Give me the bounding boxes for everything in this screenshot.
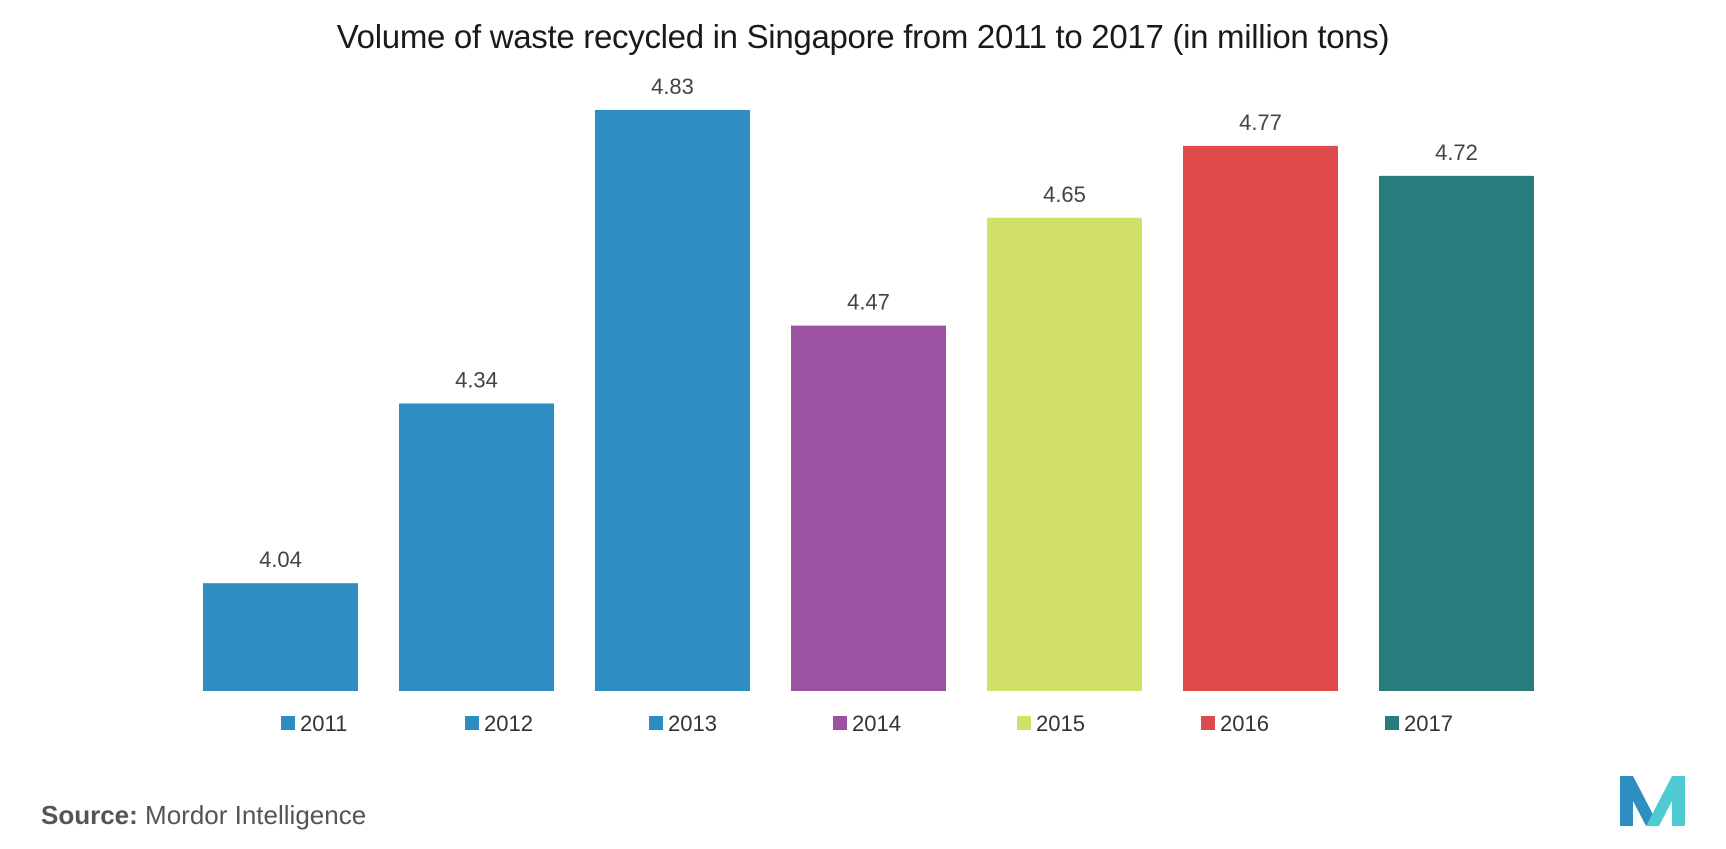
source-text: Mordor Intelligence [145,800,367,830]
data-label-2014: 4.47 [847,290,890,315]
legend-label-2012: 2012 [484,711,533,736]
bar-2012 [399,403,554,691]
legend-swatch-2014 [833,716,847,730]
legend-label-2013: 2013 [668,711,717,736]
bar-2011 [203,583,358,691]
legend-swatch-2017 [1385,716,1399,730]
data-label-2012: 4.34 [455,367,498,392]
source-line: Source: Mordor Intelligence [41,800,366,831]
data-label-2011: 4.04 [259,547,302,572]
legend-label-2016: 2016 [1220,711,1269,736]
bar-2015 [987,217,1142,692]
legend-swatch-2013 [649,716,663,730]
bar-2013 [595,109,750,692]
mordor-intelligence-logo-icon [1620,776,1685,826]
legend-swatch-2016 [1201,716,1215,730]
bars-group [203,109,1534,692]
legend-label-2011: 2011 [300,711,347,736]
bar-2016 [1183,145,1338,691]
data-labels-group: 4.04 4.34 4.83 4.47 4.65 4.77 4.72 [259,74,1478,572]
legend-label-2014: 2014 [852,711,901,736]
legend-label-2015: 2015 [1036,711,1085,736]
legend-swatch-2015 [1017,716,1031,730]
legend: 2011 2012 2013 2014 2015 2016 2017 [281,711,1453,736]
data-label-2015: 4.65 [1043,182,1086,207]
data-label-2013: 4.83 [651,74,694,99]
legend-swatch-2012 [465,716,479,730]
data-label-2017: 4.72 [1435,140,1478,165]
legend-swatch-2011 [281,716,295,730]
bar-2017 [1379,175,1534,692]
source-label: Source: [41,800,138,830]
data-label-2016: 4.77 [1239,110,1282,135]
bar-2014 [791,325,946,691]
legend-label-2017: 2017 [1404,711,1453,736]
chart-title: Volume of waste recycled in Singapore fr… [336,18,1390,55]
